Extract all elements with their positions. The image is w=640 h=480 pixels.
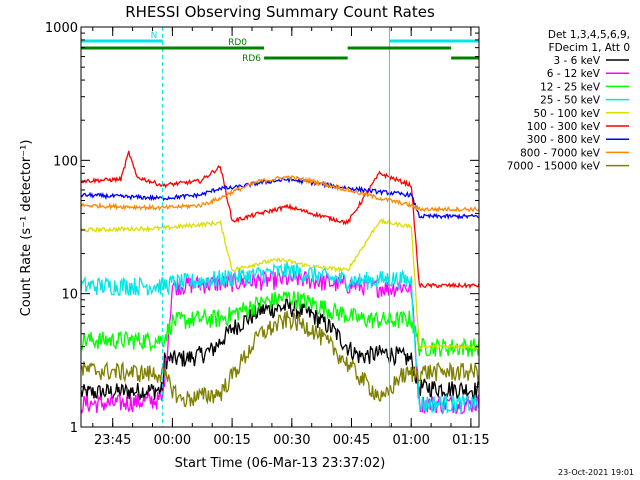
- y-axis: 1 10 100 1000: [45, 21, 479, 436]
- flag-label-rd6: RD6: [242, 54, 261, 64]
- x-tick-label: 00:15: [213, 433, 250, 448]
- y-tick-label: 100: [53, 154, 78, 169]
- x-tick-label: 00:30: [273, 433, 310, 448]
- x-tick-label: 01:15: [452, 433, 489, 448]
- footer-date: 23-Oct-2021 19:01: [558, 468, 634, 477]
- legend-entry-label: 800 - 7000 keV: [520, 147, 601, 159]
- x-tick-label: 00:00: [154, 433, 191, 448]
- series-line-7: [81, 175, 479, 213]
- legend-header-line-2: FDecim 1, Att 0: [549, 42, 630, 54]
- y-axis-label: Count Rate (s⁻¹ detector⁻¹): [19, 140, 34, 317]
- x-axis-label: Start Time (06-Mar-13 23:37:02): [175, 456, 386, 471]
- series-layer: [81, 150, 479, 415]
- y-tick-label: 1000: [45, 21, 78, 36]
- plot-frame: [80, 26, 480, 428]
- x-axis: 23:45 00:00 00:15 00:30 00:45 01:00 01:15: [92, 27, 490, 448]
- x-tick-label: 23:45: [94, 433, 131, 448]
- legend-entry-label: 7000 - 15000 keV: [507, 161, 601, 173]
- legend-header-line-1: Det 1,3,4,5,6,9,: [548, 29, 630, 41]
- series-line-8: [81, 310, 479, 408]
- series-line-2: [81, 291, 479, 357]
- y-tick-label: 1: [70, 421, 78, 436]
- legend: Det 1,3,4,5,6,9, FDecim 1, Att 0 3 - 6 k…: [507, 29, 630, 173]
- flag-label-n: N: [151, 31, 158, 41]
- legend-entry-label: 100 - 300 keV: [527, 121, 601, 133]
- legend-entry-label: 6 - 12 keV: [547, 68, 601, 80]
- series-line-6: [81, 176, 479, 221]
- chart-title: RHESSI Observing Summary Count Rates: [125, 3, 435, 21]
- legend-entry-label: 50 - 100 keV: [533, 108, 600, 120]
- vertical-markers: [162, 27, 479, 427]
- series-line-3: [81, 261, 479, 415]
- series-line-4: [81, 217, 479, 351]
- flag-bars: N RD0 RD6: [81, 31, 479, 64]
- y-tick-label: 10: [61, 288, 78, 303]
- legend-entry-label: 3 - 6 keV: [553, 55, 600, 67]
- x-tick-label: 01:00: [392, 433, 429, 448]
- series-line-5: [81, 150, 479, 290]
- flag-label-rd0: RD0: [228, 38, 247, 48]
- legend-entry-label: 300 - 800 keV: [527, 134, 601, 146]
- legend-entry-label: 12 - 25 keV: [540, 81, 601, 93]
- legend-entry-label: 25 - 50 keV: [540, 95, 601, 107]
- x-tick-label: 00:45: [333, 433, 370, 448]
